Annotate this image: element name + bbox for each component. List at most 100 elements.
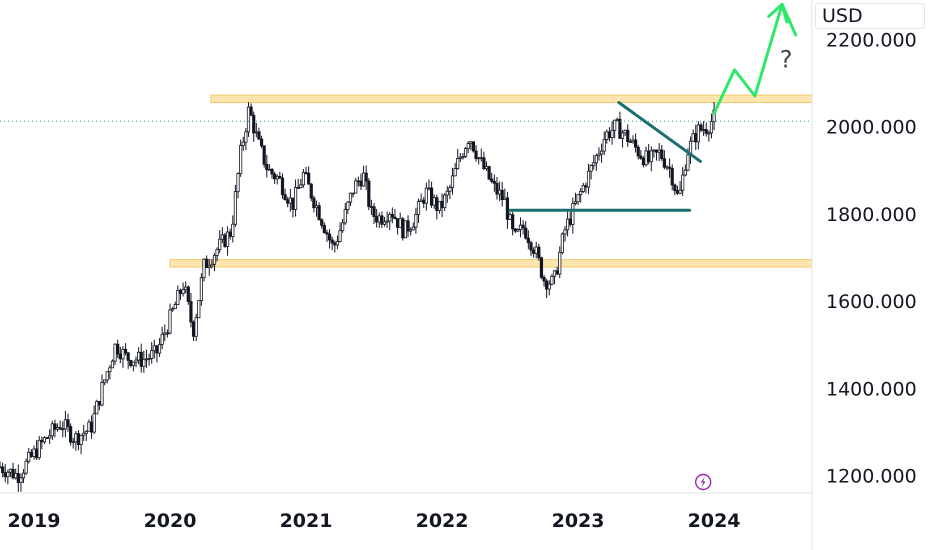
question-mark: ?	[780, 46, 793, 74]
candle-body	[212, 255, 217, 265]
candle-body	[435, 197, 439, 211]
candle-body	[398, 218, 402, 228]
candle-body	[482, 157, 486, 170]
candle-body	[87, 421, 91, 432]
candle-body	[55, 427, 60, 430]
candle-body	[529, 242, 533, 251]
candle-body	[359, 180, 363, 187]
x-tick-label: 2019	[8, 510, 61, 532]
candle-body	[225, 231, 230, 247]
candle-body	[584, 185, 588, 188]
candle-body	[607, 131, 612, 139]
candle-body	[69, 426, 73, 443]
candle-body	[205, 258, 209, 269]
candle-body	[346, 201, 350, 210]
candle-body	[171, 308, 175, 311]
currency-label[interactable]: USD	[815, 3, 925, 29]
candle-body	[236, 173, 240, 193]
candle-body	[79, 434, 83, 446]
candle-body	[414, 214, 418, 228]
candle-body	[176, 289, 180, 305]
candle-body	[335, 241, 340, 246]
candle-body	[409, 229, 413, 232]
candle-body	[6, 471, 10, 478]
candle-body	[173, 304, 177, 310]
candle-body	[555, 270, 559, 275]
trend-line	[617, 101, 702, 163]
candle-body	[644, 150, 648, 166]
support-zone	[169, 259, 813, 268]
candle-body	[3, 472, 7, 478]
candle-body	[545, 280, 549, 290]
candle-body	[429, 187, 434, 206]
candle-body	[189, 301, 193, 323]
candle-body	[456, 158, 460, 169]
candle-body	[647, 150, 651, 163]
candle-body	[686, 154, 690, 171]
candle-body	[218, 238, 222, 250]
candle-body	[560, 233, 564, 253]
candle-body	[76, 433, 81, 446]
candle-body	[628, 141, 632, 143]
candle-body	[599, 150, 604, 155]
candle-body	[40, 439, 44, 443]
candle-body	[573, 201, 578, 204]
candle-body	[592, 162, 596, 166]
candle-body	[144, 358, 149, 361]
candle-body	[453, 168, 457, 177]
candle-body	[579, 191, 583, 195]
candle-body	[113, 343, 117, 362]
candle-body	[440, 200, 444, 209]
candle-body	[702, 129, 706, 131]
candle-body	[333, 242, 337, 246]
candle-body	[244, 131, 248, 143]
candle-body	[484, 166, 489, 170]
candle-body	[317, 205, 321, 221]
candle-body	[348, 192, 353, 203]
candle-body	[388, 213, 392, 222]
candle-body	[422, 199, 426, 204]
candle-body	[615, 118, 619, 121]
candle-body	[322, 224, 326, 234]
candle-body	[704, 129, 708, 134]
candle-body	[524, 227, 528, 239]
candle-body	[16, 473, 20, 483]
candle-body	[121, 348, 125, 360]
candle-body	[155, 345, 159, 354]
candle-body	[450, 175, 455, 188]
candle-body	[699, 124, 703, 131]
candle-body	[1, 466, 5, 473]
candle-body	[215, 249, 219, 256]
candle-body	[419, 199, 423, 202]
candle-body	[411, 226, 415, 231]
candle-body	[375, 216, 379, 223]
candle-body	[416, 201, 421, 215]
candle-body	[490, 178, 494, 182]
candle-body	[202, 258, 206, 279]
candle-body	[683, 169, 687, 176]
candle-body	[92, 413, 96, 433]
candle-body	[61, 428, 65, 431]
candle-body	[29, 451, 33, 457]
candle-body	[116, 343, 120, 355]
candle-body	[675, 190, 680, 194]
candle-body	[74, 433, 78, 443]
candle-body	[477, 157, 481, 160]
candle-body	[694, 133, 698, 143]
candle-body	[508, 214, 512, 220]
candle-body	[233, 191, 238, 225]
candle-body	[589, 165, 593, 172]
candle-body	[605, 131, 609, 140]
y-tick-label: 2200.000	[826, 29, 917, 51]
candle-body	[443, 194, 447, 209]
candle-body	[338, 230, 342, 242]
candle-body	[390, 213, 394, 218]
candle-body	[576, 193, 580, 203]
candle-body	[254, 131, 258, 134]
candle-body	[320, 219, 324, 226]
candle-body	[8, 468, 13, 473]
candle-body	[401, 218, 405, 239]
candle-body	[241, 141, 245, 146]
candle-body	[262, 145, 266, 165]
